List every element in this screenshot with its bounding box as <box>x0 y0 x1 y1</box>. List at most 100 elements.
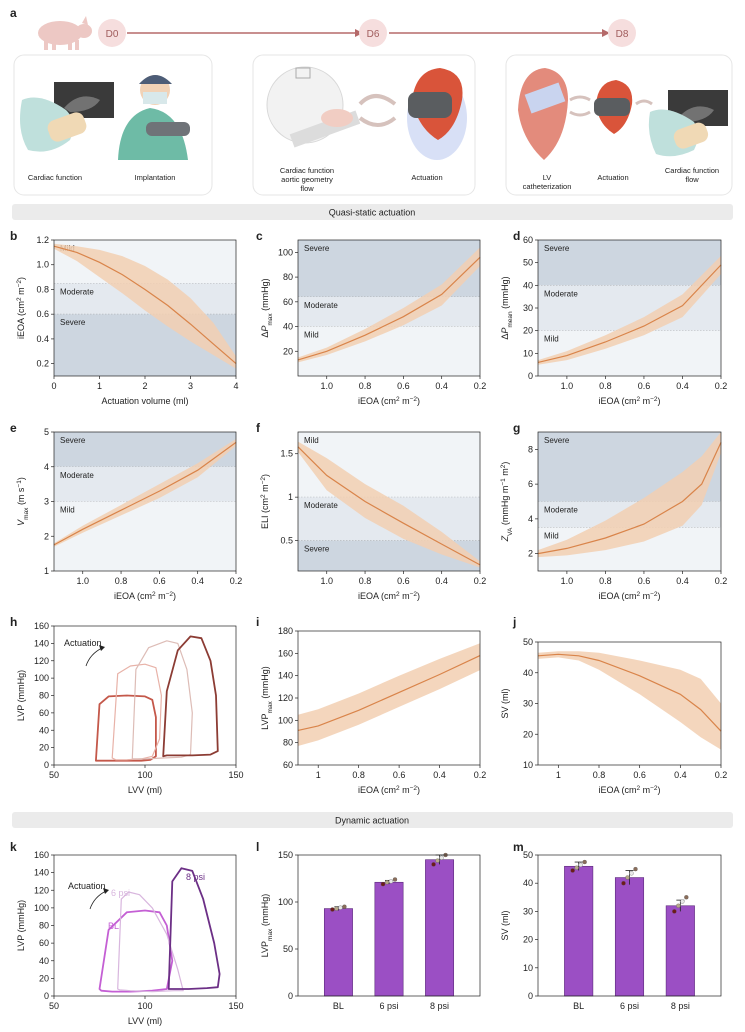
severity-zone <box>54 501 236 571</box>
label-run: ) <box>658 396 661 406</box>
label-run: iEOA (cm <box>358 591 396 601</box>
label-run: ) <box>173 591 176 601</box>
box-label: Cardiac function flow <box>665 166 719 184</box>
box-label-line: Actuation <box>597 173 628 182</box>
confidence-band <box>54 243 236 369</box>
tick-label: 40 <box>523 280 533 290</box>
tick-label: 20 <box>283 346 293 356</box>
label-run: 2 <box>636 785 640 792</box>
panel-letter-b: b <box>10 229 17 243</box>
label-run: m <box>400 591 410 601</box>
tick-label: 160 <box>278 648 293 658</box>
pig-ear <box>82 16 88 25</box>
surgeon-mask <box>143 92 167 104</box>
chart-d: d Severe Moderate Mild 0 10 20 30 40 50 60 1.0 0.8 0.… <box>513 229 727 391</box>
tick-label: 0.2 <box>474 381 487 391</box>
label-run: −2 <box>16 280 23 288</box>
zone-label: Mild <box>60 506 75 515</box>
ultrasound-image <box>64 96 100 112</box>
tick-label: 1 <box>97 381 102 391</box>
y-axis-label: LVPmax (mmHg) <box>260 666 274 730</box>
bar <box>425 859 455 997</box>
label-run: (mmHg) <box>260 894 270 929</box>
chart-i: i 60 80 100 120 140 160 180 1 0.8 0.6 0.4 0.2 <box>256 615 486 780</box>
tick-label: 60 <box>39 938 49 948</box>
tick-label: 100 <box>137 770 152 780</box>
box-label-line: catheterization <box>523 182 572 191</box>
pv-loop <box>111 663 162 761</box>
chart-b: bMildModerateSevere0.20.40.60.81.01.2012… <box>10 229 239 391</box>
data-point <box>625 875 630 880</box>
tick-label: BL <box>573 1001 584 1011</box>
pv-loop <box>167 867 221 990</box>
section-bar <box>12 812 733 828</box>
bar <box>665 905 695 997</box>
box-label-line: Cardiac function <box>280 166 334 175</box>
cycle-arrow <box>358 116 397 127</box>
tick-label: 4 <box>528 514 533 524</box>
confidence-band <box>298 441 480 568</box>
data-point <box>439 855 444 860</box>
tick-label: 1.5 <box>280 449 293 459</box>
tick-label: 0.2 <box>474 576 487 586</box>
bar <box>614 877 645 997</box>
tick-label: 0.4 <box>435 381 448 391</box>
mean-line <box>297 446 481 566</box>
tick-label: 0 <box>44 991 49 1001</box>
tick-label: 40 <box>283 322 293 332</box>
box-label-line: Implantation <box>135 173 176 182</box>
zone-label: Severe <box>60 318 86 327</box>
pv-loop <box>162 635 219 758</box>
label-run: iEOA (cm <box>114 591 152 601</box>
chart-h: h 0 20 40 60 80 100 120 140 160 50 100 150 Actuation <box>10 615 244 780</box>
data-point <box>388 879 394 884</box>
tick-label: 80 <box>283 738 293 748</box>
tick-label: 0.8 <box>36 284 49 294</box>
tick-label: 40 <box>523 878 533 888</box>
label-run: −2 <box>410 591 418 598</box>
tick-label: 140 <box>278 671 293 681</box>
zone-label: Moderate <box>544 506 578 515</box>
data-point <box>582 859 587 865</box>
section-title: Quasi-static actuation <box>329 208 416 218</box>
box-label: Actuation <box>597 173 628 182</box>
tick-label: 1 <box>288 492 293 502</box>
tick-label: 1.0 <box>36 260 49 270</box>
tick-label: 0.8 <box>359 381 372 391</box>
label-run: −2 <box>410 785 418 792</box>
day-badge <box>98 19 126 47</box>
tick-label: 2 <box>528 549 533 559</box>
tick-label: 0.2 <box>230 576 243 586</box>
tick-label: 0.6 <box>397 576 410 586</box>
tick-label: 2 <box>44 531 49 541</box>
tick-label: 1 <box>44 566 49 576</box>
day-label: D6 <box>367 29 380 40</box>
annotation-arrow <box>85 647 103 667</box>
tick-label: 100 <box>278 897 293 907</box>
label-run: m <box>400 785 410 795</box>
mean-line <box>537 653 722 732</box>
label-run: Z <box>500 535 510 542</box>
label-run: Δ <box>260 332 270 338</box>
cycle-arrow <box>635 99 653 106</box>
plot-frame <box>297 239 481 377</box>
pig-body <box>38 21 82 45</box>
label-run: VA <box>507 527 514 536</box>
box-label: LV catheterization <box>523 173 572 191</box>
chart-l: l BL 6 psi 8 psi 0 50 100 150 <box>256 840 481 1011</box>
label-run: max <box>23 507 30 520</box>
tick-label: 0.8 <box>359 576 372 586</box>
panel-letter-e: e <box>10 421 17 435</box>
timeline-arrowhead <box>602 29 610 37</box>
data-point <box>680 899 685 904</box>
y-axis-label: SV (ml) <box>500 911 510 941</box>
annotation-label: Actuation <box>68 881 106 891</box>
data-point <box>435 858 440 863</box>
tick-label: 6 <box>528 479 533 489</box>
tick-label: 30 <box>523 906 533 916</box>
data-point <box>342 904 347 909</box>
label-run: max <box>267 700 274 713</box>
data-point <box>629 871 634 876</box>
x-axis-label: LVV (ml) <box>128 1016 162 1026</box>
zone-label: Severe <box>544 436 570 445</box>
